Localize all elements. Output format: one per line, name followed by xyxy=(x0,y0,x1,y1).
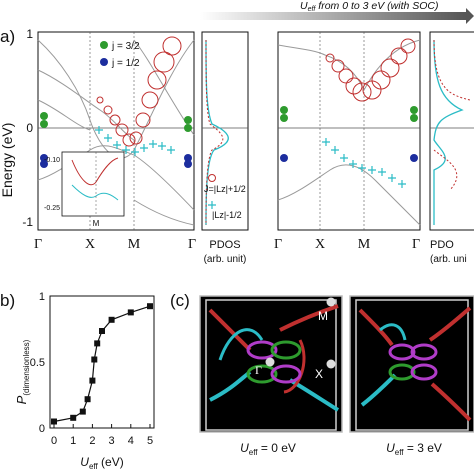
kpath-m-1: M xyxy=(128,237,141,252)
p-data-point xyxy=(51,418,57,425)
p-data-point xyxy=(84,396,91,403)
b-xticks: 0 1 2 3 4 5 xyxy=(51,424,153,447)
m-point-marker xyxy=(326,297,336,307)
ytick-0: 0 xyxy=(26,121,33,135)
ueff-arrow xyxy=(200,8,474,24)
kpath-x-1: X xyxy=(85,237,95,252)
pdos-label-right: PDO xyxy=(430,239,454,251)
panel-b-xlabel: Ueff (eV) xyxy=(80,455,123,471)
b-ytick-1: 1 xyxy=(39,291,45,303)
fermi-surface-left: M Γ X xyxy=(199,295,343,433)
p-data-point xyxy=(94,340,101,347)
panel-a-tag: a) xyxy=(0,27,15,46)
pdos-unit-left: (arb. unit) xyxy=(204,254,247,265)
inset-xlabel: M xyxy=(93,219,100,228)
kpath-x-2: X xyxy=(315,237,325,252)
legend-j-lower-label: |Lz|-1/2 xyxy=(212,210,242,220)
ueff-arrow-label: Ueff from 0 to 3 eV (with SOC) xyxy=(300,0,439,13)
pdos-left xyxy=(201,31,249,231)
panel-a-ylabel: Energy (eV) xyxy=(0,123,15,198)
panel-c-tag: (c) xyxy=(170,291,190,310)
pdos-unit-right: (arb. uni xyxy=(430,254,467,265)
p-data-point xyxy=(91,356,98,363)
x-point-marker xyxy=(326,359,336,369)
pdos-label-left: PDOS xyxy=(209,239,240,251)
legend-j-lower-marker xyxy=(208,201,216,209)
pdos-right xyxy=(429,31,474,231)
gamma-point-marker xyxy=(265,357,275,367)
label-gamma: Γ xyxy=(255,363,262,377)
b-xtick-label: 4 xyxy=(128,435,134,447)
legend-j12-marker xyxy=(100,58,108,66)
label-x: X xyxy=(315,367,323,381)
b-xtick-label: 2 xyxy=(89,435,95,447)
inset-plot: -0.10 -0.25 M xyxy=(44,151,125,228)
legend-j-upper-marker xyxy=(208,174,216,182)
inset-ytick-top: -0.10 xyxy=(44,157,60,164)
kpath-gamma-1: Γ xyxy=(34,237,42,252)
caption-ueff-3: Ueff = 3 eV xyxy=(386,441,442,457)
kpath-gamma-4: Γ xyxy=(412,237,420,252)
p-data-point xyxy=(127,309,134,316)
p-data-point xyxy=(70,414,77,421)
panel-b-ylabel: P(dimensionless) xyxy=(14,339,31,404)
legend-j32-marker xyxy=(100,41,108,49)
p-data-point xyxy=(79,408,86,415)
b-ytick-05: 0.5 xyxy=(30,357,45,369)
fermi-surface-right xyxy=(349,295,474,433)
label-m: M xyxy=(318,309,328,323)
kpath-gamma-3: Γ xyxy=(274,237,282,252)
p-data-point xyxy=(108,316,115,323)
kpath-gamma-2: Γ xyxy=(188,237,196,252)
inset-ytick-bottom: -0.25 xyxy=(44,205,60,212)
panel-b-tag: b) xyxy=(0,291,15,310)
caption-ueff-0: Ueff = 0 eV xyxy=(240,441,296,457)
b-xtick-label: 3 xyxy=(109,435,115,447)
b-ytick-0: 0 xyxy=(39,423,45,435)
band-plot-right xyxy=(277,31,421,231)
panel-b-chart xyxy=(49,295,155,429)
kpath-m-2: M xyxy=(358,237,371,252)
b-xtick-label: 0 xyxy=(51,435,57,447)
b-xtick-label: 5 xyxy=(147,435,153,447)
legend-j12-label: j = 1/2 xyxy=(111,58,140,69)
band-plot-left: j = 3/2 j = 1/2 -0.10 -0.25 M xyxy=(37,31,195,231)
ytick-1: 1 xyxy=(26,27,33,41)
p-data-point xyxy=(89,377,96,384)
b-xtick-label: 1 xyxy=(70,435,76,447)
p-data-point xyxy=(147,303,153,310)
p-data-point xyxy=(99,328,105,334)
legend-j-upper-label: J=|Lz|+1/2 xyxy=(204,184,246,194)
ytick-neg1: -1 xyxy=(22,215,33,229)
legend-j32-label: j = 3/2 xyxy=(111,41,140,52)
